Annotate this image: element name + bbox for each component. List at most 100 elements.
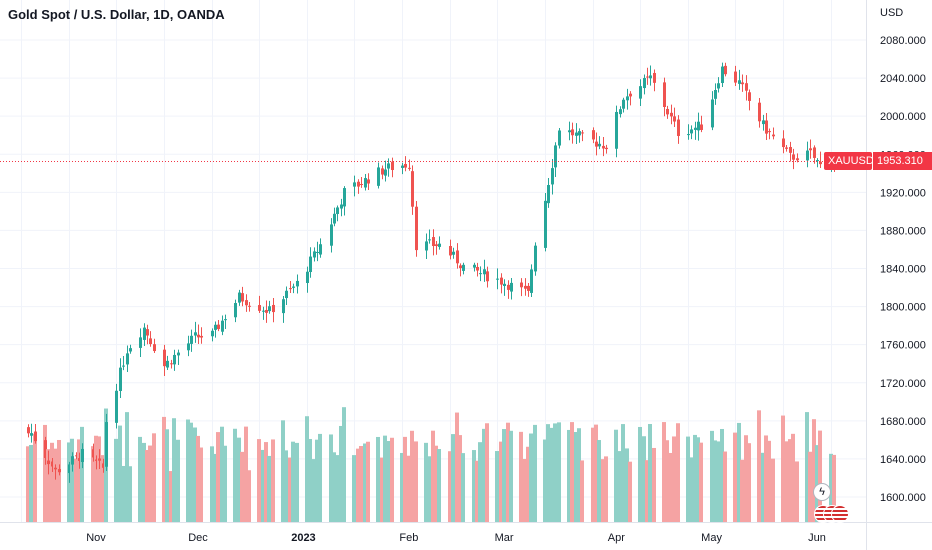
volume-bar (312, 459, 316, 522)
candle-body (319, 244, 322, 255)
candle-body (194, 332, 197, 336)
volume-bar (101, 455, 105, 522)
volume-bar (74, 458, 78, 522)
candle-body (813, 147, 816, 158)
volume-bar (506, 422, 510, 522)
volume-bar (733, 432, 737, 522)
candle-body (258, 305, 261, 311)
us-flag-icon[interactable] (831, 505, 849, 523)
price-tick-label: 1760.000 (880, 340, 926, 352)
candle-body (785, 147, 788, 149)
volume-bar (747, 443, 751, 522)
candle-body (68, 464, 71, 474)
candle-body (238, 292, 241, 303)
candle-body (789, 147, 792, 153)
volume-bar (172, 418, 176, 522)
candle-body (547, 185, 550, 204)
candle-body (353, 182, 356, 187)
volume-bar (689, 457, 693, 522)
candle-body (384, 169, 387, 176)
volume-bar (805, 412, 809, 522)
volume-bar (699, 442, 703, 522)
volume-bar (264, 442, 268, 522)
volume-bar (604, 456, 608, 522)
candle-body (615, 111, 618, 149)
volume-bar (335, 455, 339, 522)
volume-bar (267, 455, 271, 522)
volume-bar (261, 449, 265, 522)
volume-bar (216, 432, 220, 522)
candle-body (285, 290, 288, 299)
volume-bar (376, 436, 380, 522)
candle-body (217, 324, 220, 330)
candle-body (449, 246, 452, 256)
volume-bar (461, 453, 465, 522)
candle-body (673, 116, 676, 122)
volume-bar (288, 457, 292, 522)
candle-body (520, 282, 523, 288)
volume-bar (193, 427, 197, 522)
volume-bar (145, 450, 149, 522)
candle-body (524, 285, 527, 289)
volume-bar (716, 441, 720, 522)
volume-bar (529, 433, 533, 522)
time-tick-label: 2023 (291, 532, 315, 544)
volume-bar (553, 423, 557, 522)
candle-body (105, 422, 108, 467)
candle-body (357, 181, 360, 187)
candle-body (166, 360, 169, 368)
candle-body (214, 324, 217, 330)
volume-bar (50, 442, 54, 522)
lightning-icon[interactable]: ϟ (813, 483, 831, 501)
candle-body (663, 82, 666, 107)
volume-bar (580, 460, 584, 522)
candle-body (221, 320, 224, 332)
candle-body (602, 145, 605, 149)
volume-bar (669, 452, 673, 522)
volume-bar (713, 440, 717, 522)
candle-body (724, 65, 727, 75)
candle-body (163, 349, 166, 367)
candle-body (71, 456, 74, 465)
volume-bar (94, 435, 98, 522)
volume-bar (70, 438, 74, 522)
volume-bar (533, 424, 537, 522)
candle-body (438, 243, 441, 247)
volume-bar (339, 425, 343, 522)
volume-bar (352, 455, 356, 522)
candle-body (126, 353, 129, 365)
volume-bar (638, 426, 642, 522)
volume-bar (788, 439, 792, 522)
volume-bar (784, 441, 788, 522)
volume-bar (97, 436, 101, 522)
volume-bar (281, 420, 285, 522)
price-tick-label: 2000.000 (880, 111, 926, 123)
candle-body (197, 334, 200, 338)
candle-body (496, 278, 499, 280)
candle-body (758, 102, 761, 122)
volume-bar (26, 446, 30, 522)
price-tick-label: 1600.000 (880, 492, 926, 504)
candle-body (170, 363, 173, 365)
volume-bar (162, 416, 166, 522)
symbol-price-label: XAUUSD (824, 152, 874, 170)
volume-bar (648, 424, 652, 522)
time-tick-label: Jun (808, 532, 826, 544)
volume-bar (431, 430, 435, 522)
volume-bar (710, 430, 714, 522)
volume-bar (356, 448, 360, 522)
volume-bar (240, 451, 244, 522)
volume-bar (812, 419, 816, 522)
candle-body (653, 72, 656, 83)
candle-body (187, 343, 190, 351)
volume-bar (499, 441, 503, 522)
candle-body (690, 129, 693, 134)
candle-body (507, 284, 510, 290)
candle-body (149, 338, 152, 345)
candle-body (643, 78, 646, 89)
volume-bar (318, 433, 322, 522)
candle-body (377, 167, 380, 186)
candle-body (575, 132, 578, 136)
